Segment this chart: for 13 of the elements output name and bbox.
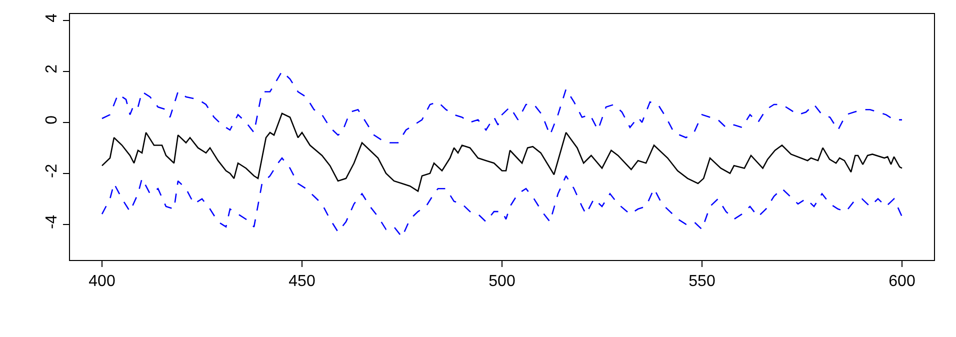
x-tick-label: 450 — [288, 273, 316, 290]
line-series — [101, 112, 903, 192]
line-series — [101, 70, 903, 144]
line-series — [101, 157, 903, 238]
x-tick-label: 400 — [88, 273, 116, 290]
y-tick-label: -4 — [44, 214, 61, 230]
y-tick-label: -2 — [44, 164, 61, 178]
x-tick-label: 550 — [688, 273, 716, 290]
y-tick-label: 2 — [44, 64, 61, 74]
x-tick-label: 600 — [888, 273, 916, 290]
y-tick-label: 0 — [44, 115, 61, 124]
y-tick-label: 4 — [44, 13, 61, 22]
x-tick-label: 500 — [488, 273, 516, 290]
